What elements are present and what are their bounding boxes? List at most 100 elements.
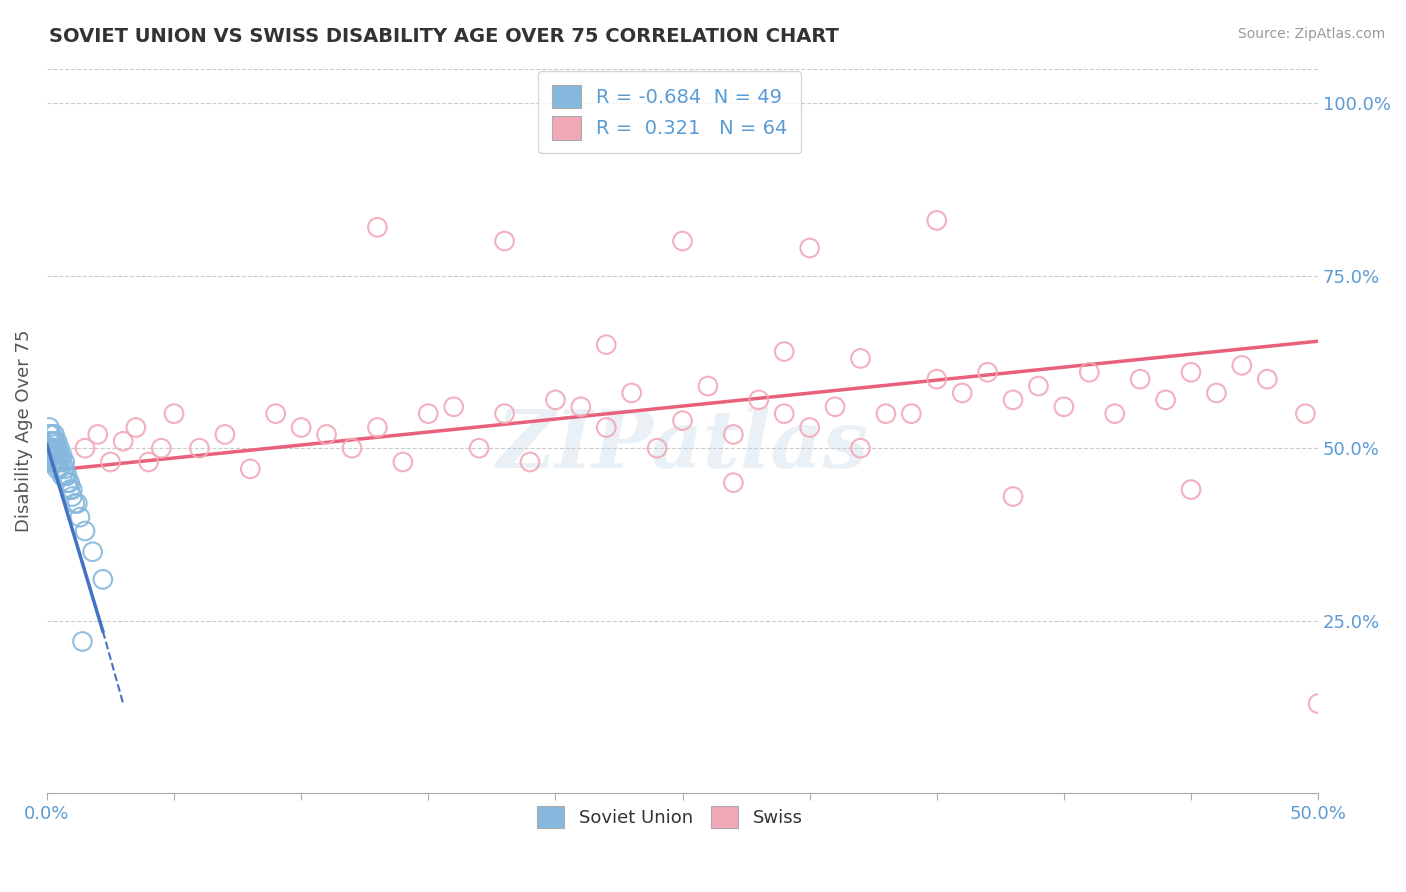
- Point: [46, 455, 69, 469]
- Point: [44, 441, 66, 455]
- Point: [1230, 359, 1253, 373]
- Point: [69, 510, 91, 524]
- Point: [1129, 372, 1152, 386]
- Point: [1205, 386, 1227, 401]
- Legend: Soviet Union, Swiss: Soviet Union, Swiss: [530, 798, 810, 835]
- Point: [950, 386, 973, 401]
- Point: [748, 392, 770, 407]
- Point: [87, 427, 110, 442]
- Point: [41, 448, 63, 462]
- Point: [38, 448, 60, 462]
- Point: [671, 234, 693, 248]
- Point: [620, 386, 643, 401]
- Point: [48, 448, 70, 462]
- Point: [1028, 379, 1050, 393]
- Point: [48, 455, 70, 469]
- Point: [799, 420, 821, 434]
- Point: [53, 462, 76, 476]
- Point: [51, 448, 73, 462]
- Point: [38, 434, 60, 449]
- Point: [443, 400, 465, 414]
- Point: [66, 496, 89, 510]
- Point: [53, 455, 76, 469]
- Point: [1053, 400, 1076, 414]
- Point: [519, 455, 541, 469]
- Point: [48, 441, 70, 455]
- Point: [392, 455, 415, 469]
- Point: [723, 427, 745, 442]
- Point: [63, 496, 86, 510]
- Point: [41, 427, 63, 442]
- Point: [48, 462, 70, 476]
- Point: [290, 420, 312, 434]
- Point: [1180, 483, 1202, 497]
- Point: [773, 344, 796, 359]
- Point: [59, 483, 82, 497]
- Point: [41, 434, 63, 449]
- Point: [38, 420, 60, 434]
- Point: [59, 475, 82, 490]
- Point: [494, 234, 516, 248]
- Point: [44, 434, 66, 449]
- Point: [925, 213, 948, 227]
- Point: [595, 420, 617, 434]
- Point: [44, 448, 66, 462]
- Point: [723, 475, 745, 490]
- Point: [1180, 365, 1202, 379]
- Point: [1154, 392, 1177, 407]
- Point: [366, 220, 388, 235]
- Point: [645, 441, 668, 455]
- Point: [1002, 490, 1025, 504]
- Point: [56, 475, 79, 490]
- Point: [44, 434, 66, 449]
- Text: SOVIET UNION VS SWISS DISABILITY AGE OVER 75 CORRELATION CHART: SOVIET UNION VS SWISS DISABILITY AGE OVE…: [49, 27, 839, 45]
- Point: [239, 462, 262, 476]
- Point: [849, 441, 872, 455]
- Point: [468, 441, 491, 455]
- Point: [366, 420, 388, 434]
- Point: [46, 434, 69, 449]
- Point: [163, 407, 186, 421]
- Point: [1078, 365, 1101, 379]
- Point: [38, 427, 60, 442]
- Point: [418, 407, 440, 421]
- Point: [38, 441, 60, 455]
- Point: [569, 400, 592, 414]
- Point: [73, 441, 96, 455]
- Point: [697, 379, 720, 393]
- Point: [671, 414, 693, 428]
- Point: [60, 483, 83, 497]
- Point: [56, 468, 79, 483]
- Point: [112, 434, 135, 449]
- Point: [51, 468, 73, 483]
- Point: [46, 448, 69, 462]
- Point: [73, 524, 96, 538]
- Point: [773, 407, 796, 421]
- Point: [60, 490, 83, 504]
- Point: [82, 545, 104, 559]
- Point: [799, 241, 821, 255]
- Point: [46, 462, 69, 476]
- Point: [44, 427, 66, 442]
- Point: [138, 455, 160, 469]
- Point: [41, 434, 63, 449]
- Point: [1104, 407, 1126, 421]
- Point: [340, 441, 363, 455]
- Text: ZIPatlas: ZIPatlas: [496, 407, 869, 484]
- Point: [44, 441, 66, 455]
- Point: [544, 392, 567, 407]
- Point: [51, 455, 73, 469]
- Point: [595, 337, 617, 351]
- Point: [1308, 697, 1330, 711]
- Point: [214, 427, 236, 442]
- Point: [188, 441, 211, 455]
- Point: [91, 572, 114, 586]
- Point: [53, 468, 76, 483]
- Point: [849, 351, 872, 366]
- Point: [44, 455, 66, 469]
- Point: [41, 441, 63, 455]
- Point: [72, 634, 94, 648]
- Point: [315, 427, 337, 442]
- Point: [100, 455, 122, 469]
- Point: [900, 407, 922, 421]
